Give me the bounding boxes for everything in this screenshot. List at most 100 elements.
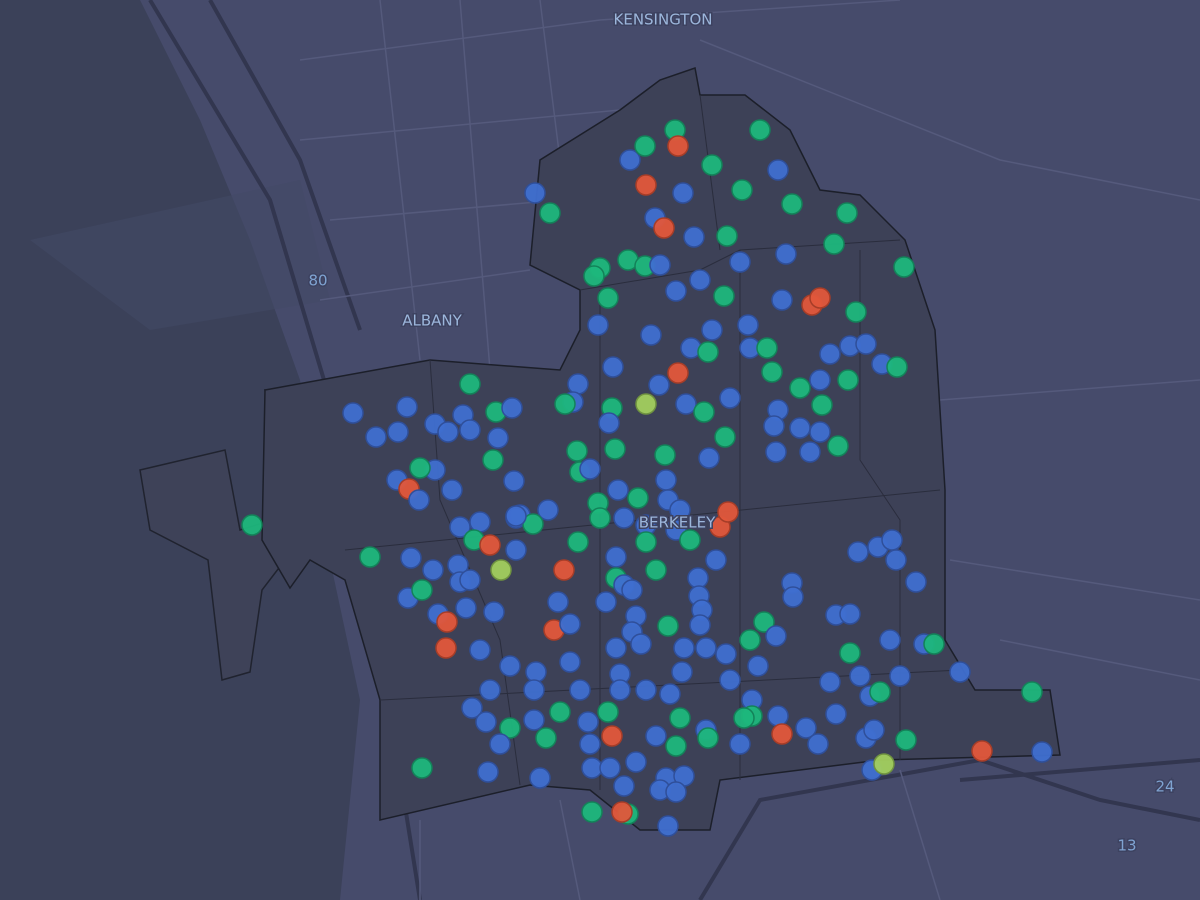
location-marker[interactable] <box>461 697 483 719</box>
location-marker[interactable] <box>765 441 787 463</box>
location-marker[interactable] <box>717 501 739 523</box>
location-marker[interactable] <box>863 719 885 741</box>
location-marker[interactable] <box>525 661 547 683</box>
location-marker[interactable] <box>567 373 589 395</box>
location-marker[interactable] <box>422 559 444 581</box>
location-marker[interactable] <box>489 733 511 755</box>
location-marker[interactable] <box>811 394 833 416</box>
location-marker[interactable] <box>479 534 501 556</box>
location-marker[interactable] <box>795 717 817 739</box>
location-marker[interactable] <box>648 374 670 396</box>
location-marker[interactable] <box>581 757 603 779</box>
location-marker[interactable] <box>505 505 527 527</box>
location-marker[interactable] <box>505 539 527 561</box>
location-marker[interactable] <box>487 427 509 449</box>
location-marker[interactable] <box>747 655 769 677</box>
location-marker[interactable] <box>1021 681 1043 703</box>
location-marker[interactable] <box>667 362 689 384</box>
location-marker[interactable] <box>971 740 993 762</box>
location-marker[interactable] <box>761 361 783 383</box>
location-marker[interactable] <box>535 727 557 749</box>
location-marker[interactable] <box>733 707 755 729</box>
location-marker[interactable] <box>847 541 869 563</box>
location-marker[interactable] <box>713 285 735 307</box>
location-marker[interactable] <box>559 613 581 635</box>
location-marker[interactable] <box>619 149 641 171</box>
location-marker[interactable] <box>537 499 559 521</box>
location-marker[interactable] <box>687 567 709 589</box>
location-marker[interactable] <box>602 356 624 378</box>
location-marker[interactable] <box>490 559 512 581</box>
location-marker[interactable] <box>634 135 656 157</box>
location-marker[interactable] <box>789 417 811 439</box>
location-marker[interactable] <box>625 751 647 773</box>
location-marker[interactable] <box>714 426 736 448</box>
location-marker[interactable] <box>469 639 491 661</box>
location-marker[interactable] <box>595 591 617 613</box>
location-marker[interactable] <box>923 633 945 655</box>
location-marker[interactable] <box>789 377 811 399</box>
location-marker[interactable] <box>599 757 621 779</box>
location-marker[interactable] <box>409 457 431 479</box>
location-marker[interactable] <box>657 615 679 637</box>
location-marker[interactable] <box>477 761 499 783</box>
location-marker[interactable] <box>665 280 687 302</box>
location-marker[interactable] <box>365 426 387 448</box>
location-marker[interactable] <box>630 633 652 655</box>
location-marker[interactable] <box>501 397 523 419</box>
location-marker[interactable] <box>479 679 501 701</box>
location-marker[interactable] <box>657 815 679 837</box>
location-marker[interactable] <box>879 629 901 651</box>
location-marker[interactable] <box>613 507 635 529</box>
location-marker[interactable] <box>503 470 525 492</box>
location-marker[interactable] <box>893 256 915 278</box>
location-marker[interactable] <box>607 479 629 501</box>
location-marker[interactable] <box>621 579 643 601</box>
location-marker[interactable] <box>753 611 775 633</box>
location-marker[interactable] <box>241 514 263 536</box>
location-marker[interactable] <box>469 511 491 533</box>
location-marker[interactable] <box>827 435 849 457</box>
location-marker[interactable] <box>499 655 521 677</box>
location-marker[interactable] <box>613 775 635 797</box>
location-marker[interactable] <box>731 179 753 201</box>
location-marker[interactable] <box>809 369 831 391</box>
location-marker[interactable] <box>825 703 847 725</box>
location-marker[interactable] <box>654 444 676 466</box>
location-marker[interactable] <box>459 569 481 591</box>
location-marker[interactable] <box>673 637 695 659</box>
location-marker[interactable] <box>635 393 657 415</box>
location-marker[interactable] <box>554 393 576 415</box>
location-marker[interactable] <box>609 679 631 701</box>
location-marker[interactable] <box>611 801 633 823</box>
location-marker[interactable] <box>529 767 551 789</box>
location-marker[interactable] <box>659 683 681 705</box>
location-marker[interactable] <box>597 287 619 309</box>
location-marker[interactable] <box>719 669 741 691</box>
location-marker[interactable] <box>635 174 657 196</box>
location-marker[interactable] <box>567 531 589 553</box>
location-marker[interactable] <box>523 679 545 701</box>
location-marker[interactable] <box>771 289 793 311</box>
location-marker[interactable] <box>669 707 691 729</box>
location-marker[interactable] <box>549 701 571 723</box>
location-marker[interactable] <box>855 333 877 355</box>
location-marker[interactable] <box>849 665 871 687</box>
location-marker[interactable] <box>577 711 599 733</box>
location-marker[interactable] <box>635 679 657 701</box>
location-marker[interactable] <box>589 507 611 529</box>
location-marker[interactable] <box>873 753 895 775</box>
location-marker[interactable] <box>566 440 588 462</box>
location-marker[interactable] <box>782 586 804 608</box>
location-marker[interactable] <box>665 735 687 757</box>
location-marker[interactable] <box>482 449 504 471</box>
location-marker[interactable] <box>683 226 705 248</box>
location-marker[interactable] <box>839 603 861 625</box>
location-marker[interactable] <box>523 709 545 731</box>
location-marker[interactable] <box>705 549 727 571</box>
location-marker[interactable] <box>396 396 418 418</box>
location-marker[interactable] <box>559 651 581 673</box>
location-marker[interactable] <box>342 402 364 424</box>
location-marker[interactable] <box>459 419 481 441</box>
location-marker[interactable] <box>719 387 741 409</box>
